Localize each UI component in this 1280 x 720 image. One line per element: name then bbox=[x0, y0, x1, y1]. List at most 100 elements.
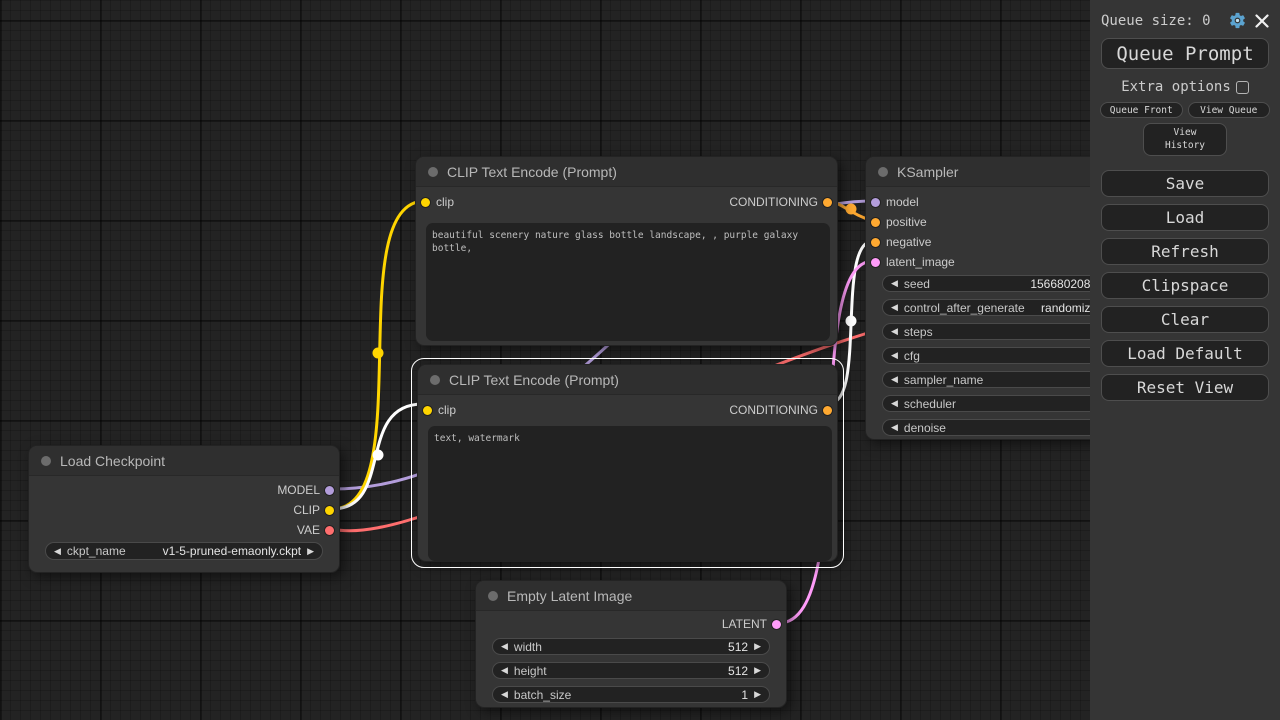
extra-options-checkbox[interactable] bbox=[1235, 80, 1249, 94]
extra-options-row: Extra options bbox=[1090, 79, 1280, 95]
decrement-arrow-icon[interactable]: ◀ bbox=[891, 326, 898, 336]
close-icon[interactable] bbox=[1255, 13, 1269, 28]
output-port-latent[interactable] bbox=[772, 619, 781, 629]
prev-value-arrow-icon[interactable]: ◀ bbox=[891, 398, 898, 408]
widget-sampler-name[interactable]: ◀ sampler_name ▶ bbox=[882, 371, 1119, 388]
reset-view-button[interactable]: Reset View bbox=[1101, 374, 1269, 401]
prev-value-arrow-icon[interactable]: ◀ bbox=[54, 545, 61, 556]
output-port-clip[interactable] bbox=[325, 505, 334, 515]
clear-button[interactable]: Clear bbox=[1101, 306, 1269, 333]
clipspace-button[interactable]: Clipspace bbox=[1101, 272, 1269, 299]
widget-steps[interactable]: ◀ steps ▶ bbox=[882, 323, 1119, 340]
widget-label: ckpt_name bbox=[66, 544, 126, 558]
output-row-model: MODEL bbox=[29, 480, 339, 500]
node-clip-text-encode-negative[interactable]: CLIP Text Encode (Prompt) clip CONDITION… bbox=[411, 358, 844, 568]
view-queue-button[interactable]: View Queue bbox=[1187, 102, 1270, 118]
node-title-bar[interactable]: Empty Latent Image bbox=[476, 581, 786, 611]
prompt-textarea-positive[interactable]: beautiful scenery nature glass bottle la… bbox=[426, 223, 830, 341]
port-label: latent_image bbox=[886, 255, 955, 269]
input-port-positive[interactable] bbox=[871, 217, 880, 227]
output-port-vae[interactable] bbox=[325, 525, 334, 535]
output-row-vae: VAE bbox=[29, 520, 339, 540]
increment-arrow-icon[interactable]: ▶ bbox=[754, 641, 761, 651]
collapse-dot-icon[interactable] bbox=[430, 374, 440, 385]
node-title: CLIP Text Encode (Prompt) bbox=[447, 163, 617, 180]
settings-gear-icon[interactable] bbox=[1228, 11, 1247, 30]
load-default-button[interactable]: Load Default bbox=[1101, 340, 1269, 367]
queue-prompt-button[interactable]: Queue Prompt bbox=[1101, 38, 1269, 69]
widget-scheduler[interactable]: ◀ scheduler ▶ bbox=[882, 395, 1119, 412]
port-label: model bbox=[886, 195, 919, 209]
prev-value-arrow-icon[interactable]: ◀ bbox=[891, 302, 898, 312]
link-midpoint-dot bbox=[845, 315, 857, 327]
widget-label: batch_size bbox=[513, 687, 572, 702]
port-label: CONDITIONING bbox=[729, 403, 818, 417]
decrement-arrow-icon[interactable]: ◀ bbox=[501, 641, 508, 651]
input-port-clip[interactable] bbox=[421, 197, 430, 207]
widget-label: width bbox=[513, 639, 542, 654]
widget-seed[interactable]: ◀ seed 1566802087 ▶ bbox=[882, 275, 1119, 292]
node-title-bar[interactable]: Load Checkpoint bbox=[29, 446, 339, 476]
decrement-arrow-icon[interactable]: ◀ bbox=[501, 665, 508, 675]
widget-cfg[interactable]: ◀ cfg ▶ bbox=[882, 347, 1119, 364]
output-port-conditioning[interactable] bbox=[823, 405, 832, 415]
widget-value: 512 bbox=[728, 639, 749, 654]
node-title-bar[interactable]: CLIP Text Encode (Prompt) bbox=[416, 157, 837, 187]
prev-value-arrow-icon[interactable]: ◀ bbox=[891, 374, 898, 384]
widget-label: cfg bbox=[903, 348, 920, 363]
next-value-arrow-icon[interactable]: ▶ bbox=[307, 545, 314, 556]
refresh-button[interactable]: Refresh bbox=[1101, 238, 1269, 265]
load-button[interactable]: Load bbox=[1101, 204, 1269, 231]
output-row-clip: CLIP bbox=[29, 500, 339, 520]
link-midpoint-dot bbox=[372, 449, 384, 461]
node-empty-latent-image[interactable]: Empty Latent Image LATENT ◀ width 512 ▶ … bbox=[475, 580, 787, 708]
increment-arrow-icon[interactable]: ▶ bbox=[754, 665, 761, 675]
widget-ckpt-name[interactable]: ◀ ckpt_name v1-5-pruned-emaonly.ckpt ▶ bbox=[45, 542, 323, 560]
output-row-latent: LATENT bbox=[476, 614, 786, 634]
menu-panel: Queue size: 0 Queue Prompt Extra options… bbox=[1090, 0, 1280, 720]
decrement-arrow-icon[interactable]: ◀ bbox=[501, 689, 508, 699]
input-port-model[interactable] bbox=[871, 197, 880, 207]
widget-height[interactable]: ◀ height 512 ▶ bbox=[492, 662, 770, 679]
input-row-negative: negative bbox=[866, 232, 1135, 252]
input-port-latent-image[interactable] bbox=[871, 257, 880, 267]
widget-batch-size[interactable]: ◀ batch_size 1 ▶ bbox=[492, 686, 770, 703]
input-port-clip[interactable] bbox=[423, 405, 432, 415]
decrement-arrow-icon[interactable]: ◀ bbox=[891, 278, 898, 288]
input-port-negative[interactable] bbox=[871, 237, 880, 247]
widget-label: control_after_generate bbox=[903, 300, 1025, 315]
widget-control-after-generate[interactable]: ◀ control_after_generate randomize ▶ bbox=[882, 299, 1119, 316]
wire-clip-to-positive bbox=[330, 199, 427, 511]
widget-label: sampler_name bbox=[903, 372, 984, 387]
port-label: LATENT bbox=[721, 617, 767, 631]
widget-label: height bbox=[513, 663, 547, 678]
collapse-dot-icon[interactable] bbox=[428, 166, 438, 177]
increment-arrow-icon[interactable]: ▶ bbox=[754, 689, 761, 699]
node-clip-text-encode-positive[interactable]: CLIP Text Encode (Prompt) clip CONDITION… bbox=[415, 156, 838, 346]
widget-denoise[interactable]: ◀ denoise ▶ bbox=[882, 419, 1119, 436]
node-title: KSampler bbox=[897, 163, 959, 180]
prompt-textarea-negative[interactable]: text, watermark bbox=[428, 426, 832, 561]
decrement-arrow-icon[interactable]: ◀ bbox=[891, 350, 898, 360]
queue-size-label: Queue size: 0 bbox=[1101, 12, 1211, 29]
port-row: clip CONDITIONING bbox=[416, 192, 837, 212]
queue-actions-row: Queue Front View Queue bbox=[1100, 102, 1270, 118]
collapse-dot-icon[interactable] bbox=[41, 455, 51, 466]
output-port-conditioning[interactable] bbox=[823, 197, 832, 207]
save-button[interactable]: Save bbox=[1101, 170, 1269, 197]
port-label: CONDITIONING bbox=[729, 195, 818, 209]
decrement-arrow-icon[interactable]: ◀ bbox=[891, 422, 898, 432]
view-history-button[interactable]: View History bbox=[1143, 123, 1227, 156]
node-title-bar[interactable]: CLIP Text Encode (Prompt) bbox=[418, 365, 837, 395]
queue-front-button[interactable]: Queue Front bbox=[1100, 102, 1183, 118]
collapse-dot-icon[interactable] bbox=[878, 166, 888, 177]
collapse-dot-icon[interactable] bbox=[488, 590, 498, 601]
widget-value: 1566802087 bbox=[1030, 276, 1098, 291]
widget-value: randomize bbox=[1041, 300, 1098, 315]
node-load-checkpoint[interactable]: Load Checkpoint MODEL CLIP VAE ◀ ckpt_na… bbox=[28, 445, 340, 573]
output-port-model[interactable] bbox=[325, 485, 334, 495]
port-row: clip CONDITIONING bbox=[418, 400, 837, 420]
widget-width[interactable]: ◀ width 512 ▶ bbox=[492, 638, 770, 655]
port-label: MODEL bbox=[277, 483, 320, 497]
